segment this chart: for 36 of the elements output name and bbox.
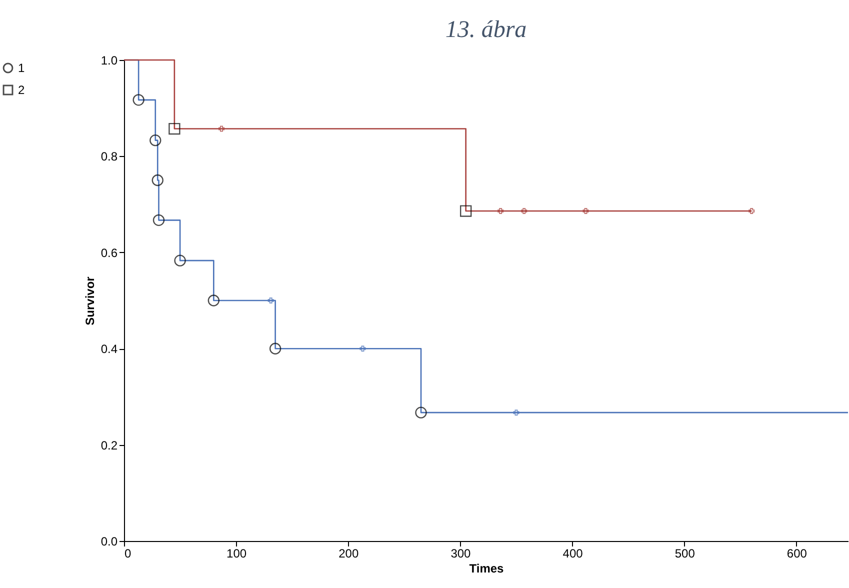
chart-title: 13. ábra — [445, 17, 527, 43]
legend-label: 1 — [18, 61, 25, 75]
point — [360, 346, 366, 352]
point — [152, 174, 164, 186]
x-tick-label: 300 — [450, 546, 472, 560]
point — [521, 208, 528, 214]
x-tick-label: 500 — [674, 546, 696, 560]
point — [268, 298, 274, 304]
y-tick-label: 0.8 — [100, 150, 118, 164]
point — [218, 126, 225, 132]
point — [460, 205, 472, 217]
x-tick-label: 100 — [226, 546, 247, 560]
legend-label: 2 — [18, 83, 25, 97]
x-tick-label: 600 — [786, 546, 808, 560]
point — [582, 208, 589, 214]
point — [513, 410, 520, 416]
x-axis-title: Times — [469, 562, 504, 576]
point — [208, 294, 220, 306]
y-tick-label: 1.0 — [100, 54, 118, 68]
point — [498, 208, 504, 214]
x-tick-label: 200 — [338, 546, 359, 560]
y-tick-label: 0.0 — [100, 534, 118, 548]
point — [150, 134, 162, 146]
y-axis-title: Survivor — [82, 276, 97, 326]
point — [132, 94, 144, 106]
point — [174, 254, 186, 266]
y-tick-label: 0.6 — [100, 246, 118, 260]
point — [748, 208, 755, 214]
point — [415, 406, 427, 418]
x-tick-label: 400 — [562, 546, 584, 560]
y-tick-label: 0.4 — [100, 342, 118, 356]
point — [269, 342, 282, 354]
y-tick-label: 0.2 — [100, 438, 118, 452]
x-tick-label: 0 — [124, 546, 132, 560]
point — [152, 214, 165, 226]
point — [168, 122, 180, 135]
